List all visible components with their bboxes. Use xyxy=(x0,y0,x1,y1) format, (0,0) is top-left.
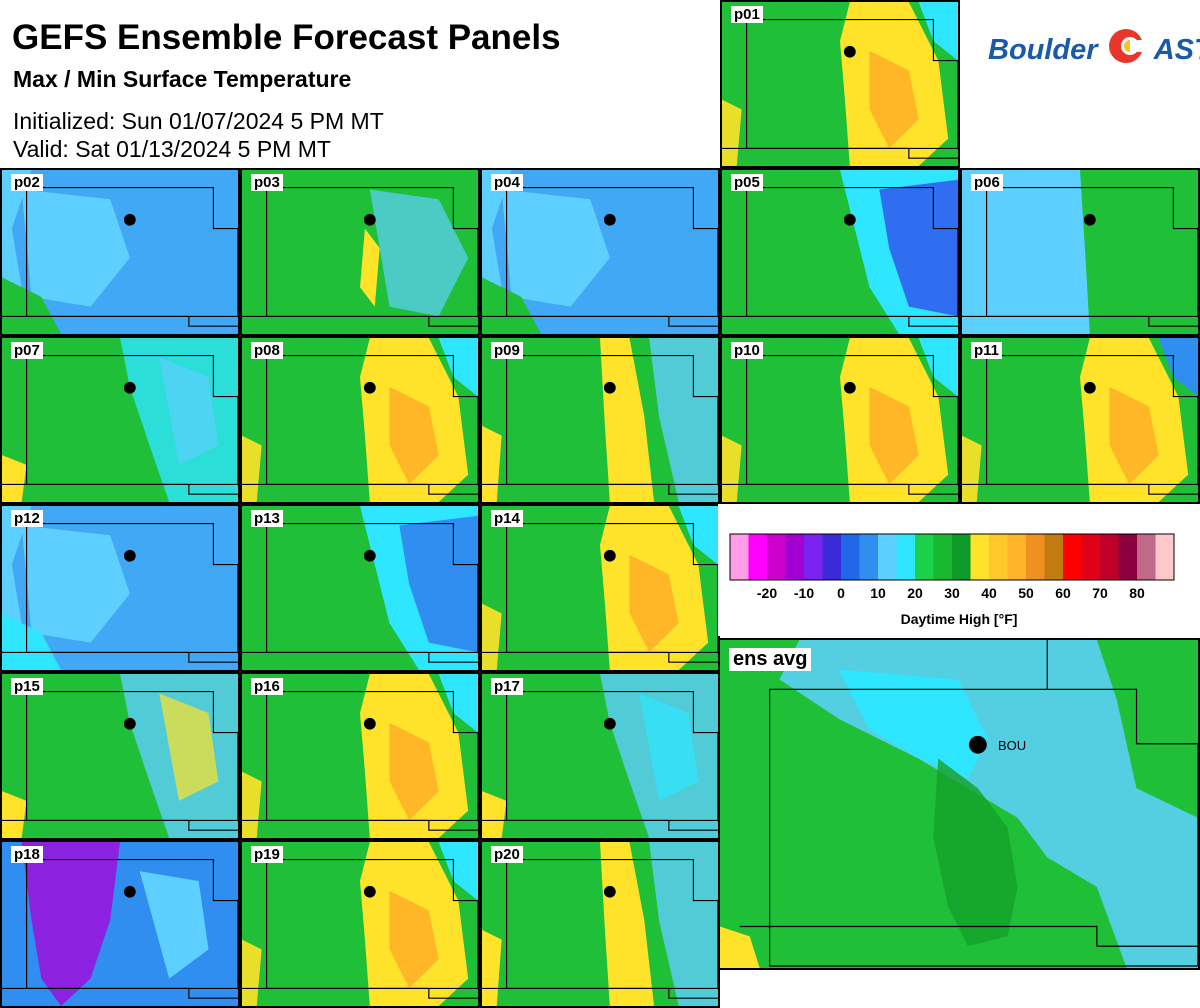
forecast-panel-p20: p20 xyxy=(480,840,720,1008)
forecast-panel-p07: p07 xyxy=(0,336,240,504)
forecast-panel-p17: p17 xyxy=(480,672,720,840)
legend-swatch xyxy=(933,534,952,580)
panel-label: p09 xyxy=(491,342,523,359)
panel-label: p18 xyxy=(11,846,43,863)
station-label: BOU xyxy=(998,738,1027,753)
panel-label: p11 xyxy=(971,342,1003,359)
panel-label: p17 xyxy=(491,678,523,695)
forecast-panel-p15: p15 xyxy=(0,672,240,840)
legend-swatch xyxy=(878,534,897,580)
panel-label: p13 xyxy=(251,510,283,527)
legend-swatch xyxy=(785,534,804,580)
legend-colorbar: -20 -10 0 10 20 30 40 50 60 70 80 xyxy=(729,533,1175,601)
forecast-panel-p12: p12 xyxy=(0,504,240,672)
legend-swatch xyxy=(859,534,878,580)
legend-tick-label: 80 xyxy=(1129,585,1145,601)
forecast-panel-p19: p19 xyxy=(240,840,480,1008)
panel-label: p12 xyxy=(11,510,43,527)
legend-tick-label: 30 xyxy=(944,585,960,601)
forecast-panel-p04: p04 xyxy=(480,168,720,336)
panel-label: p03 xyxy=(251,174,283,191)
panel-label: p01 xyxy=(731,6,763,23)
bouldercast-logo: Boulder AST xyxy=(960,0,1200,168)
logo-text-right: AST xyxy=(1153,33,1200,66)
legend-swatch xyxy=(989,534,1008,580)
forecast-panel-p11: p11 xyxy=(960,336,1200,504)
page-title: GEFS Ensemble Forecast Panels xyxy=(12,18,561,57)
legend-swatch xyxy=(1026,534,1045,580)
forecast-panel-p18: p18 xyxy=(0,840,240,1008)
panel-label: p08 xyxy=(251,342,283,359)
header-area: GEFS Ensemble Forecast Panels Max / Min … xyxy=(0,0,718,168)
forecast-panel-p10: p10 xyxy=(720,336,960,504)
legend-swatch xyxy=(1100,534,1119,580)
legend-tick-label: 10 xyxy=(870,585,886,601)
legend-swatch xyxy=(896,534,915,580)
forecast-panel-p09: p09 xyxy=(480,336,720,504)
legend-tick-label: 20 xyxy=(907,585,923,601)
legend-swatch xyxy=(822,534,841,580)
forecast-panel-p03: p03 xyxy=(240,168,480,336)
legend-title: Daytime High [°F] xyxy=(900,611,1018,627)
forecast-panel-p01: p01 xyxy=(720,0,960,168)
panel-label: p02 xyxy=(11,174,43,191)
legend-swatch xyxy=(804,534,823,580)
ensemble-label: ens avg xyxy=(729,648,812,671)
colorado-c-icon xyxy=(1106,26,1146,74)
forecast-panel-p05: p05 xyxy=(720,168,960,336)
legend-swatch xyxy=(1155,534,1174,580)
legend-swatch xyxy=(767,534,786,580)
logo-text-left: Boulder xyxy=(988,33,1098,66)
panel-label: p15 xyxy=(11,678,43,695)
legend-swatch xyxy=(1063,534,1082,580)
legend-swatch xyxy=(730,534,749,580)
panel-label: p06 xyxy=(971,174,1003,191)
valid-time: Valid: Sat 01/13/2024 5 PM MT xyxy=(13,136,331,162)
legend-swatch xyxy=(970,534,989,580)
initialized-time: Initialized: Sun 01/07/2024 5 PM MT xyxy=(13,108,384,134)
panel-label: p20 xyxy=(491,846,523,863)
legend-tick-label: 0 xyxy=(837,585,845,601)
legend-swatch xyxy=(1137,534,1156,580)
panel-label: p05 xyxy=(731,174,763,191)
legend-swatch xyxy=(1118,534,1137,580)
panel-label: p10 xyxy=(731,342,763,359)
panel-label: p19 xyxy=(251,846,283,863)
legend-swatch xyxy=(748,534,767,580)
legend-swatch xyxy=(1044,534,1063,580)
forecast-panel-p08: p08 xyxy=(240,336,480,504)
panel-label: p07 xyxy=(11,342,43,359)
panel-label: p04 xyxy=(491,174,523,191)
forecast-panel-p16: p16 xyxy=(240,672,480,840)
legend-swatch xyxy=(841,534,860,580)
ensemble-average-map: ens avg BOU xyxy=(718,638,1200,970)
forecast-panel-p13: p13 xyxy=(240,504,480,672)
legend-tick-label: 50 xyxy=(1018,585,1034,601)
legend-swatch xyxy=(1007,534,1026,580)
forecast-panel-p02: p02 xyxy=(0,168,240,336)
legend-swatch xyxy=(952,534,971,580)
panel-label: p14 xyxy=(491,510,523,527)
legend-swatch xyxy=(915,534,934,580)
legend-tick-label: 70 xyxy=(1092,585,1108,601)
legend-tick-label: -20 xyxy=(757,585,777,601)
legend-tick-label: 60 xyxy=(1055,585,1071,601)
forecast-panel-p14: p14 xyxy=(480,504,720,672)
forecast-panel-p06: p06 xyxy=(960,168,1200,336)
panel-label: p16 xyxy=(251,678,283,695)
legend-tick-label: -10 xyxy=(794,585,814,601)
page-subtitle: Max / Min Surface Temperature xyxy=(13,66,352,92)
color-legend: -20 -10 0 10 20 30 40 50 60 70 80 Daytime High [°F… xyxy=(718,504,1200,636)
legend-tick-label: 40 xyxy=(981,585,997,601)
legend-swatch xyxy=(1081,534,1100,580)
